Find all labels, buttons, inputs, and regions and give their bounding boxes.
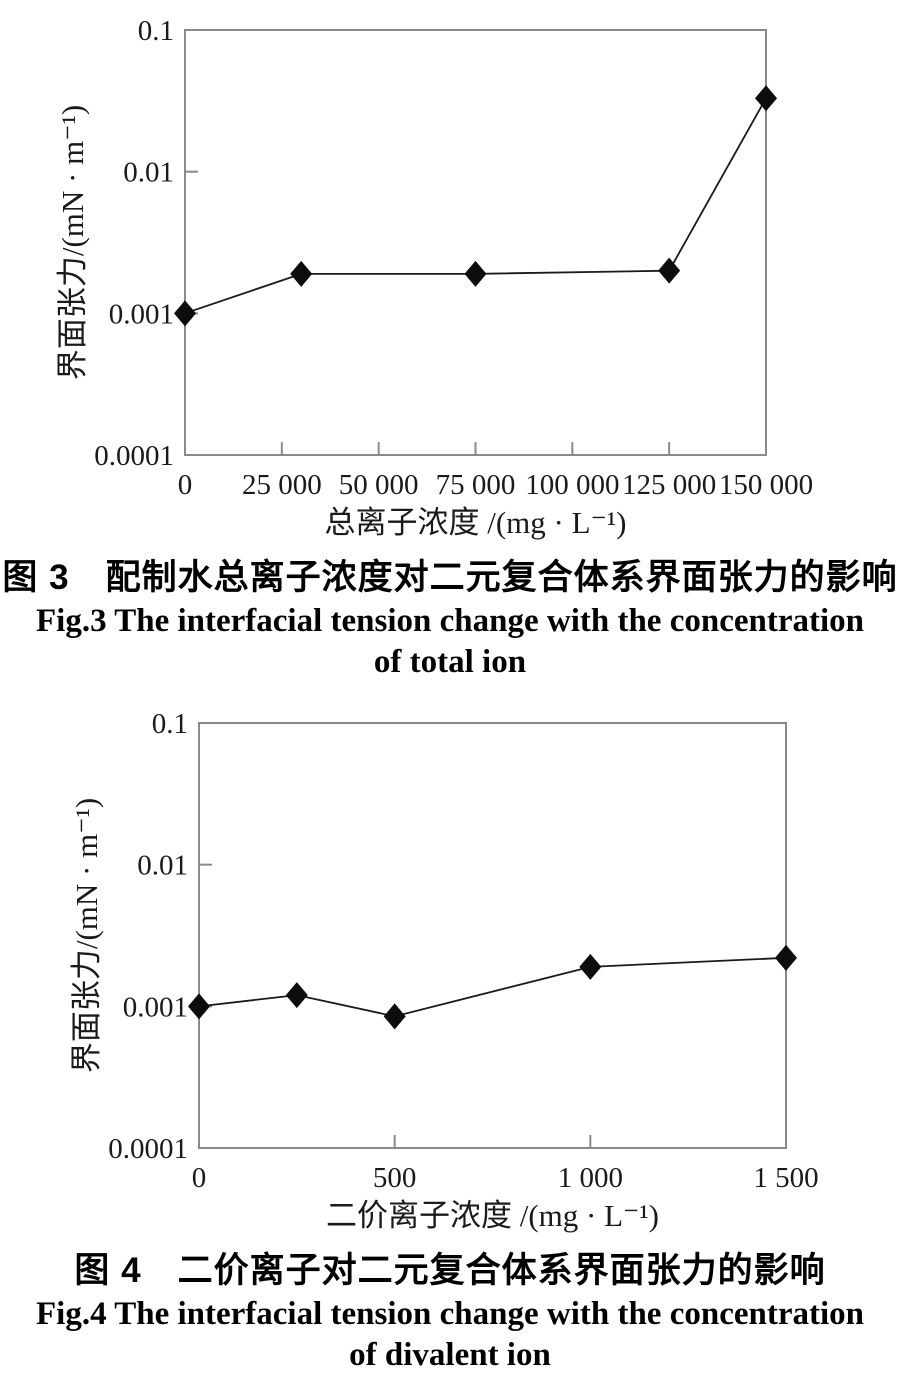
fig3-x-tick-label: 50 000 — [339, 469, 419, 501]
fig3-y-tick-label: 0.01 — [123, 157, 174, 189]
fig3-y-axis-title: 界面张力/(mN · m⁻¹) — [55, 105, 90, 380]
fig4-caption-en-line1: Fig.4 The interfacial tension change wit… — [36, 1296, 864, 1332]
fig3-x-tick-label: 25 000 — [242, 469, 322, 501]
fig3-data-point-marker — [290, 260, 313, 287]
fig4-y-tick-label: 0.1 — [152, 708, 188, 740]
fig4-x-tick-label: 0 — [192, 1162, 207, 1194]
fig3-x-tick-label: 75 000 — [436, 469, 516, 501]
fig3-caption: 图 3 配制水总离子浓度对二元复合体系界面张力的影响 Fig.3 The int… — [0, 545, 900, 690]
fig4-x-tick-label: 1 000 — [558, 1162, 623, 1194]
figure-3: 0 25 000 50 000 75 000 100 000 125 000 150 000… — [0, 15, 900, 690]
fig4-data-point-marker — [775, 944, 797, 971]
fig4-caption: 图 4 二价离子对二元复合体系界面张力的影响 Fig.4 The interfa… — [0, 1240, 900, 1374]
fig4-x-axis-title: 二价离子浓度 /(mg · L⁻¹) — [326, 1198, 659, 1233]
fig3-x-tick-label: 0 — [178, 469, 193, 501]
fig4-y-axis-title: 界面张力/(mN · m⁻¹) — [69, 798, 104, 1073]
fig3-x-tick-label: 150 000 — [719, 469, 813, 501]
fig3-y-tick-label: 0.001 — [109, 298, 174, 330]
fig4-plot-border — [198, 722, 787, 1149]
fig3-caption-en-line1: Fig.3 The interfacial tension change wit… — [36, 603, 864, 639]
fig3-line-chart: 0 25 000 50 000 75 000 100 000 125 000 150 000… — [55, 15, 813, 540]
fig4-y-tick-label: 0.0001 — [108, 1133, 188, 1165]
fig4-data-point-marker — [285, 982, 308, 1009]
fig3-data-point-marker — [174, 300, 196, 327]
fig4-data-point-marker — [188, 993, 210, 1020]
fig4-y-tick-label: 0.001 — [123, 991, 188, 1023]
fig4-data-point-marker — [579, 953, 602, 980]
fig3-data-point-marker — [658, 257, 681, 284]
fig3-plot-border — [184, 29, 767, 456]
fig4-caption-en-line2: of divalent ion — [349, 1337, 551, 1373]
fig3-y-tick-label: 0.0001 — [94, 440, 174, 472]
fig3-caption-zh: 图 3 配制水总离子浓度对二元复合体系界面张力的影响 — [2, 558, 898, 597]
fig3-data-point-marker — [464, 260, 487, 287]
fig3-x-tick-label: 100 000 — [525, 469, 619, 501]
fig3-data-point-marker — [755, 85, 777, 112]
fig4-line-chart: 0 500 1 000 1 500 0.1 0.01 0.001 0.0001 二价离子浓度 /… — [69, 708, 819, 1233]
fig3-y-tick-label: 0.1 — [138, 15, 174, 47]
fig3-x-tick-label: 125 000 — [622, 469, 716, 501]
fig4-y-tick-label: 0.01 — [137, 850, 188, 882]
fig4-x-tick-label: 500 — [373, 1162, 417, 1194]
fig4-data-line — [198, 956, 787, 1018]
figure-4: 0 500 1 000 1 500 0.1 0.01 0.001 0.0001 二价离子浓度 /… — [0, 690, 900, 1374]
fig4-data-point-marker — [383, 1003, 406, 1030]
fig4-x-tick-label: 1 500 — [753, 1162, 818, 1194]
fig3-x-axis-title: 总离子浓度 /(mg · L⁻¹) — [324, 505, 626, 540]
fig4-caption-zh: 图 4 二价离子对二元复合体系界面张力的影响 — [74, 1251, 826, 1290]
fig3-caption-en-line2: of total ion — [373, 644, 527, 680]
